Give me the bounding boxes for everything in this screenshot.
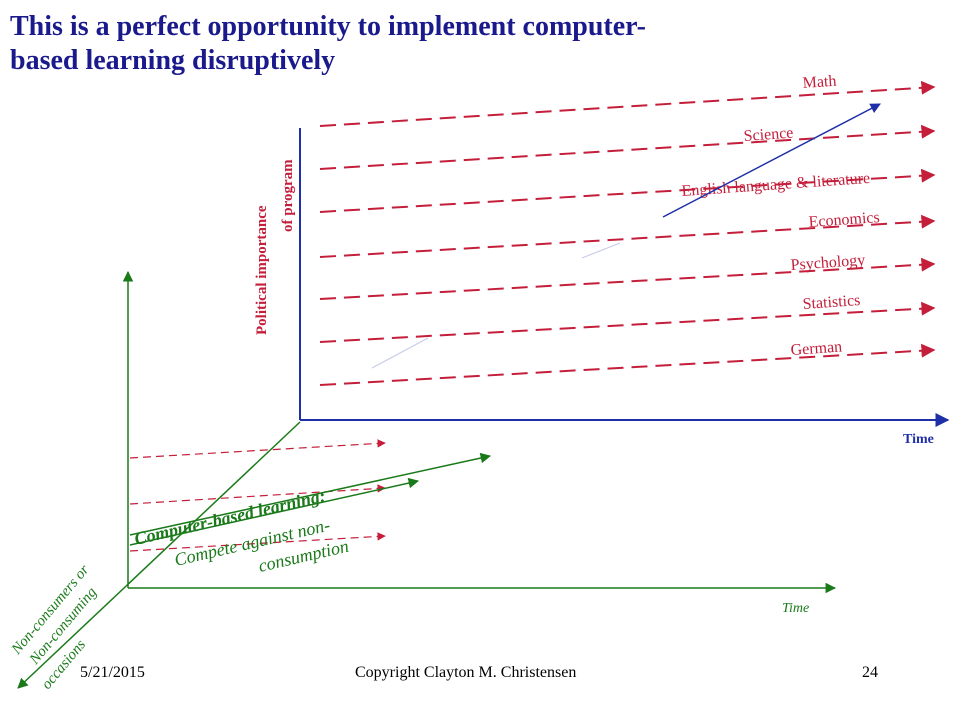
improvement-trajectory-fragment-1 xyxy=(581,242,621,259)
program-line-psychology xyxy=(319,257,936,300)
lower-dashed-line-3 xyxy=(129,532,386,552)
program-line-english xyxy=(319,168,936,213)
program-line-economics xyxy=(319,214,936,258)
slide-title: This is a perfect opportunity to impleme… xyxy=(10,10,770,78)
program-label-economics: Economics xyxy=(808,209,880,231)
program-label-math: Math xyxy=(802,73,837,92)
improvement-trajectory-upper xyxy=(662,103,881,218)
program-line-science xyxy=(319,124,936,170)
upper-x-axis-label: Time xyxy=(903,432,934,447)
program-label-psychology: Psychology xyxy=(790,252,866,274)
cbl-line-2 xyxy=(129,477,420,546)
slide-title-line-1: This is a perfect opportunity to impleme… xyxy=(10,11,646,42)
cbl-line-1 xyxy=(129,452,492,536)
slide-title-line-2: based learning disruptively xyxy=(10,45,336,76)
program-label-statistics: Statistics xyxy=(802,292,861,313)
lower-dashed-line-1 xyxy=(129,439,386,459)
footer-date: 5/21/2015 xyxy=(80,664,145,681)
footer-page-number: 24 xyxy=(862,664,878,681)
upper-y-axis-label-line-2: of program xyxy=(280,159,296,232)
lower-dashed-line-2 xyxy=(129,484,386,505)
footer-copyright: Copyright Clayton M. Christensen xyxy=(355,664,577,681)
program-line-german xyxy=(319,343,936,386)
upper-y-axis-label-line-1: Political importance xyxy=(254,205,270,335)
program-label-english: English language & literature xyxy=(681,170,871,200)
program-label-german: German xyxy=(790,338,843,359)
program-line-math xyxy=(319,80,936,127)
lower-x-axis-label: Time xyxy=(782,601,809,616)
depth-axis xyxy=(17,421,301,689)
program-label-science: Science xyxy=(743,125,794,145)
improvement-trajectory-fragment-2 xyxy=(371,337,429,369)
program-line-statistics xyxy=(319,301,936,343)
